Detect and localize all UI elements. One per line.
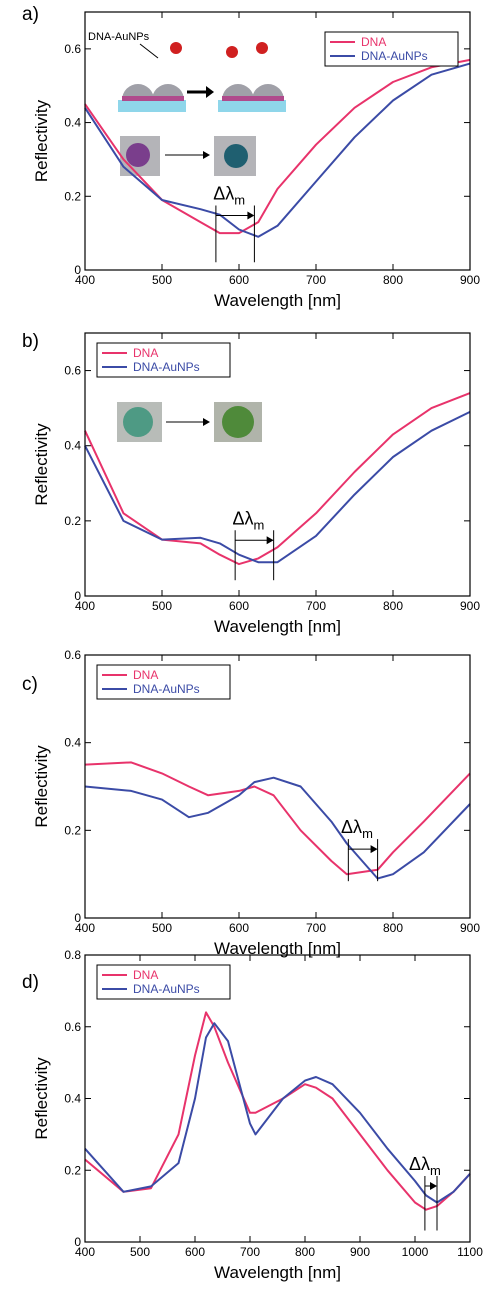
legend-box [324,31,459,67]
data-line [84,776,471,880]
y-tick-label: 0.2 [64,189,81,203]
x-tick-label: 900 [460,273,480,287]
y-tick-label: 0.6 [64,364,81,378]
inset-photos [117,402,262,442]
y-tick-label: 0.6 [64,1020,81,1034]
annotation-text: Δλm [409,1154,441,1178]
panel-label: c) [22,674,38,695]
data-line [84,62,471,238]
x-tick-label: 800 [383,921,403,935]
y-tick-label: 0 [74,589,81,603]
data-line [84,1022,471,1204]
legend-box [96,342,231,378]
annotation-symbol: Δλ [341,817,362,837]
x-axis-title: Wavelength [nm] [214,939,341,958]
arrow-head [247,211,255,220]
panel-label: d) [22,972,39,993]
data-line [84,761,471,876]
x-tick-label: 500 [152,921,172,935]
annotation-symbol: Δλ [213,184,234,204]
y-tick-label: 0.2 [64,823,81,837]
legend-label: DNA [133,968,158,982]
x-tick-label: 800 [295,1245,315,1259]
x-tick-label: 400 [75,1245,95,1259]
x-tick-label: 1000 [402,1245,429,1259]
x-tick-label: 900 [350,1245,370,1259]
x-tick-label: 600 [229,273,249,287]
y-tick-label: 0.4 [64,439,81,453]
x-tick-label: 600 [185,1245,205,1259]
plot-frame [84,654,471,919]
y-tick-label: 0.2 [64,1163,81,1177]
legend-label: DNA [133,346,158,360]
panel-label: a) [22,4,39,25]
inset-label: DNA-AuNPs [88,31,150,43]
x-tick-label: 600 [229,599,249,613]
annotation-symbol: Δλ [232,508,253,528]
x-axis-title: Wavelength [nm] [214,617,341,636]
annotation-symbol: Δλ [409,1154,430,1174]
annotation-text: Δλm [213,184,245,208]
y-tick-label: 0.8 [64,948,81,962]
inset-schematic: DNA-AuNPs [88,31,286,176]
legend-label: DNA-AuNPs [133,982,200,996]
plot-frame [84,332,471,597]
x-axis-title: Wavelength [nm] [214,291,341,310]
data-line [84,1011,471,1211]
y-tick-label: 0.4 [64,1092,81,1106]
y-axis-title: Reflectivity [32,745,51,828]
x-tick-label: 700 [306,273,326,287]
x-tick-label: 700 [306,599,326,613]
y-tick-label: 0 [74,263,81,277]
legend-label: DNA [361,35,386,49]
legend-label: DNA-AuNPs [361,49,428,63]
legend-label: DNA-AuNPs [133,682,200,696]
legend-label: DNA [133,668,158,682]
arrow-head [430,1181,437,1190]
x-tick-label: 400 [75,599,95,613]
annotation-subscript: m [430,1163,441,1178]
panel-label: b) [22,331,39,352]
annotation-subscript: m [253,517,264,532]
x-tick-label: 700 [306,921,326,935]
x-tick-label: 900 [460,599,480,613]
y-tick-label: 0.6 [64,42,81,56]
x-tick-label: 500 [130,1245,150,1259]
x-tick-label: 800 [383,273,403,287]
x-tick-label: 500 [152,599,172,613]
x-tick-label: 400 [75,273,95,287]
x-tick-label: 900 [460,921,480,935]
legend-box [96,664,231,700]
y-axis-title: Reflectivity [32,423,51,506]
x-tick-label: 500 [152,273,172,287]
annotation-subscript: m [362,826,373,841]
y-axis-title: Reflectivity [32,1057,51,1140]
y-tick-label: 0 [74,911,81,925]
plot-frame [84,954,471,1243]
x-axis-title: Wavelength [nm] [214,1263,341,1282]
y-tick-label: 0.6 [64,648,81,662]
x-tick-label: 1100 [457,1245,483,1259]
y-tick-label: 0.4 [64,736,81,750]
plot-frame [84,11,471,271]
y-tick-label: 0.2 [64,514,81,528]
arrow-head [370,845,378,854]
annotation-text: Δλm [341,817,373,841]
legend-box [96,964,231,1000]
legend-label: DNA-AuNPs [133,360,200,374]
annotation-text: Δλm [232,508,264,532]
x-tick-label: 400 [75,921,95,935]
y-tick-label: 0.4 [64,116,81,130]
x-tick-label: 600 [229,921,249,935]
annotation-subscript: m [234,193,245,208]
x-tick-label: 700 [240,1245,260,1259]
data-line [84,411,471,564]
x-tick-label: 800 [383,599,403,613]
arrow-head [266,536,274,545]
y-tick-label: 0 [74,1235,81,1249]
y-axis-title: Reflectivity [32,99,51,182]
